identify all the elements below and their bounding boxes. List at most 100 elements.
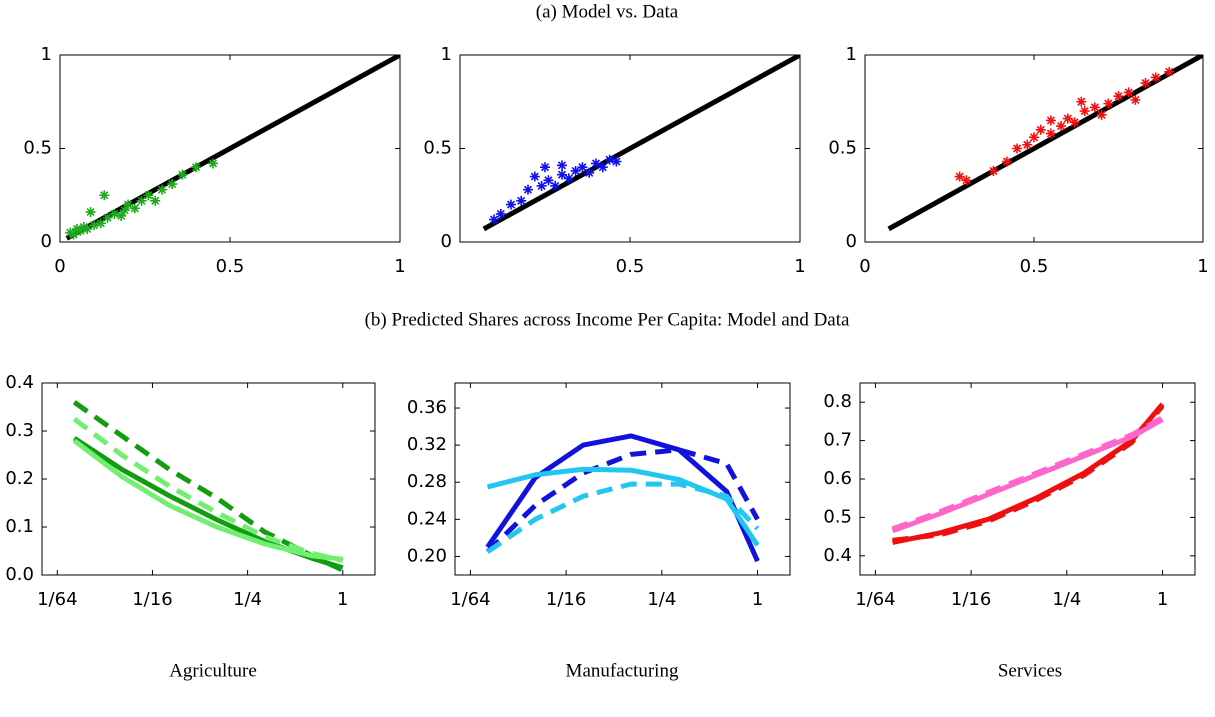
point [102, 212, 113, 223]
plot-area [72, 400, 344, 573]
point [1045, 128, 1056, 139]
x-tick-label: 1 [1157, 589, 1168, 610]
point [167, 179, 178, 190]
x-tick-label: 1 [1197, 256, 1208, 277]
point [529, 171, 540, 182]
subplot: 0.20 0.24 0.28 0.32 0.36 1/64 1/16 1/4 1 [407, 382, 791, 610]
point [557, 160, 567, 171]
y-tick-label: 0.24 [407, 508, 447, 529]
x-tick-label: 1/4 [1052, 589, 1081, 610]
point [123, 199, 133, 210]
x-tick-label: 1/16 [951, 589, 991, 610]
y-tick-label: 0.28 [407, 471, 447, 492]
point [540, 162, 550, 173]
point [489, 214, 499, 225]
point [1056, 121, 1067, 132]
point [89, 220, 99, 231]
point [506, 199, 516, 210]
x-tick-label: 1/16 [132, 589, 172, 610]
x-tick-label: 0.5 [1020, 256, 1049, 277]
x-tick-label: 1/64 [450, 589, 490, 610]
plot-area [891, 402, 1165, 545]
line [72, 400, 344, 573]
x-tick-label: 1 [394, 256, 405, 277]
point [1130, 94, 1141, 105]
point [177, 169, 188, 180]
subplot: 0.0 0.1 0.2 0.3 0.4 1/64 1/16 1/4 1 [5, 372, 376, 610]
plot-area [65, 55, 400, 241]
point [523, 184, 533, 195]
axes-box [59, 54, 401, 243]
line [72, 438, 343, 562]
y-tick-label: 1 [846, 44, 857, 65]
point [536, 180, 547, 191]
point [136, 195, 147, 206]
point [570, 165, 581, 176]
x-tick-label: 1 [794, 256, 805, 277]
line [72, 417, 344, 564]
plot-area [482, 55, 800, 232]
line [486, 481, 760, 554]
subplot: 0 0.5 1 0 0.5 1 [23, 44, 405, 277]
point [143, 190, 154, 201]
line [891, 417, 1164, 534]
axes-box [41, 382, 376, 576]
line [887, 55, 1203, 232]
x-tick-label: 1/4 [647, 589, 676, 610]
y-tick-label: 0.2 [5, 468, 34, 489]
point [1062, 113, 1073, 124]
y-tick-label: 0.5 [23, 138, 52, 159]
point [1150, 72, 1161, 83]
x-tick-label: 1/4 [233, 589, 262, 610]
line [892, 404, 1165, 543]
point [1113, 91, 1124, 102]
y-tick-label: 0.3 [5, 420, 34, 441]
point [543, 175, 554, 186]
y-tick-label: 0.0 [5, 564, 34, 585]
point [150, 195, 161, 206]
point [109, 208, 120, 219]
axes-box [454, 382, 791, 576]
axes-box [459, 54, 801, 243]
point [1069, 117, 1080, 128]
x-tick-label: 1 [752, 589, 763, 610]
x-tick-label: 1/64 [855, 589, 895, 610]
point [1103, 98, 1114, 109]
plot-area [887, 55, 1203, 232]
y-tick-label: 1 [441, 44, 452, 65]
point [988, 165, 999, 176]
point [1096, 109, 1107, 120]
subplot: 0 0.5 1 0.5 1 [423, 44, 805, 277]
point [72, 223, 82, 234]
point [191, 162, 201, 173]
panel-label: Agriculture [169, 660, 257, 681]
y-tick-label: 0.20 [407, 545, 447, 566]
line [892, 402, 1165, 545]
point [65, 227, 76, 238]
x-tick-label: 0 [54, 256, 65, 277]
point [1001, 156, 1012, 167]
y-tick-label: 0.36 [407, 397, 447, 418]
y-tick-label: 0.7 [823, 430, 852, 451]
y-tick-label: 0 [41, 231, 52, 252]
point [954, 171, 965, 182]
point [591, 158, 601, 169]
panel-label: Manufacturing [566, 660, 679, 681]
y-tick-label: 0 [846, 231, 857, 252]
y-tick-label: 1 [41, 44, 52, 65]
subplot: 0 0.5 1 0 0.5 1 [828, 44, 1208, 277]
point [604, 154, 615, 165]
point [557, 169, 567, 180]
point [584, 167, 595, 178]
x-tick-label: 1/64 [37, 589, 77, 610]
point [85, 207, 96, 218]
line [891, 415, 1164, 532]
point [1089, 102, 1100, 113]
point [577, 162, 588, 173]
point [597, 162, 608, 173]
point [129, 203, 140, 214]
point [75, 225, 86, 236]
y-tick-label: 0.5 [828, 138, 857, 159]
point [1079, 106, 1090, 117]
